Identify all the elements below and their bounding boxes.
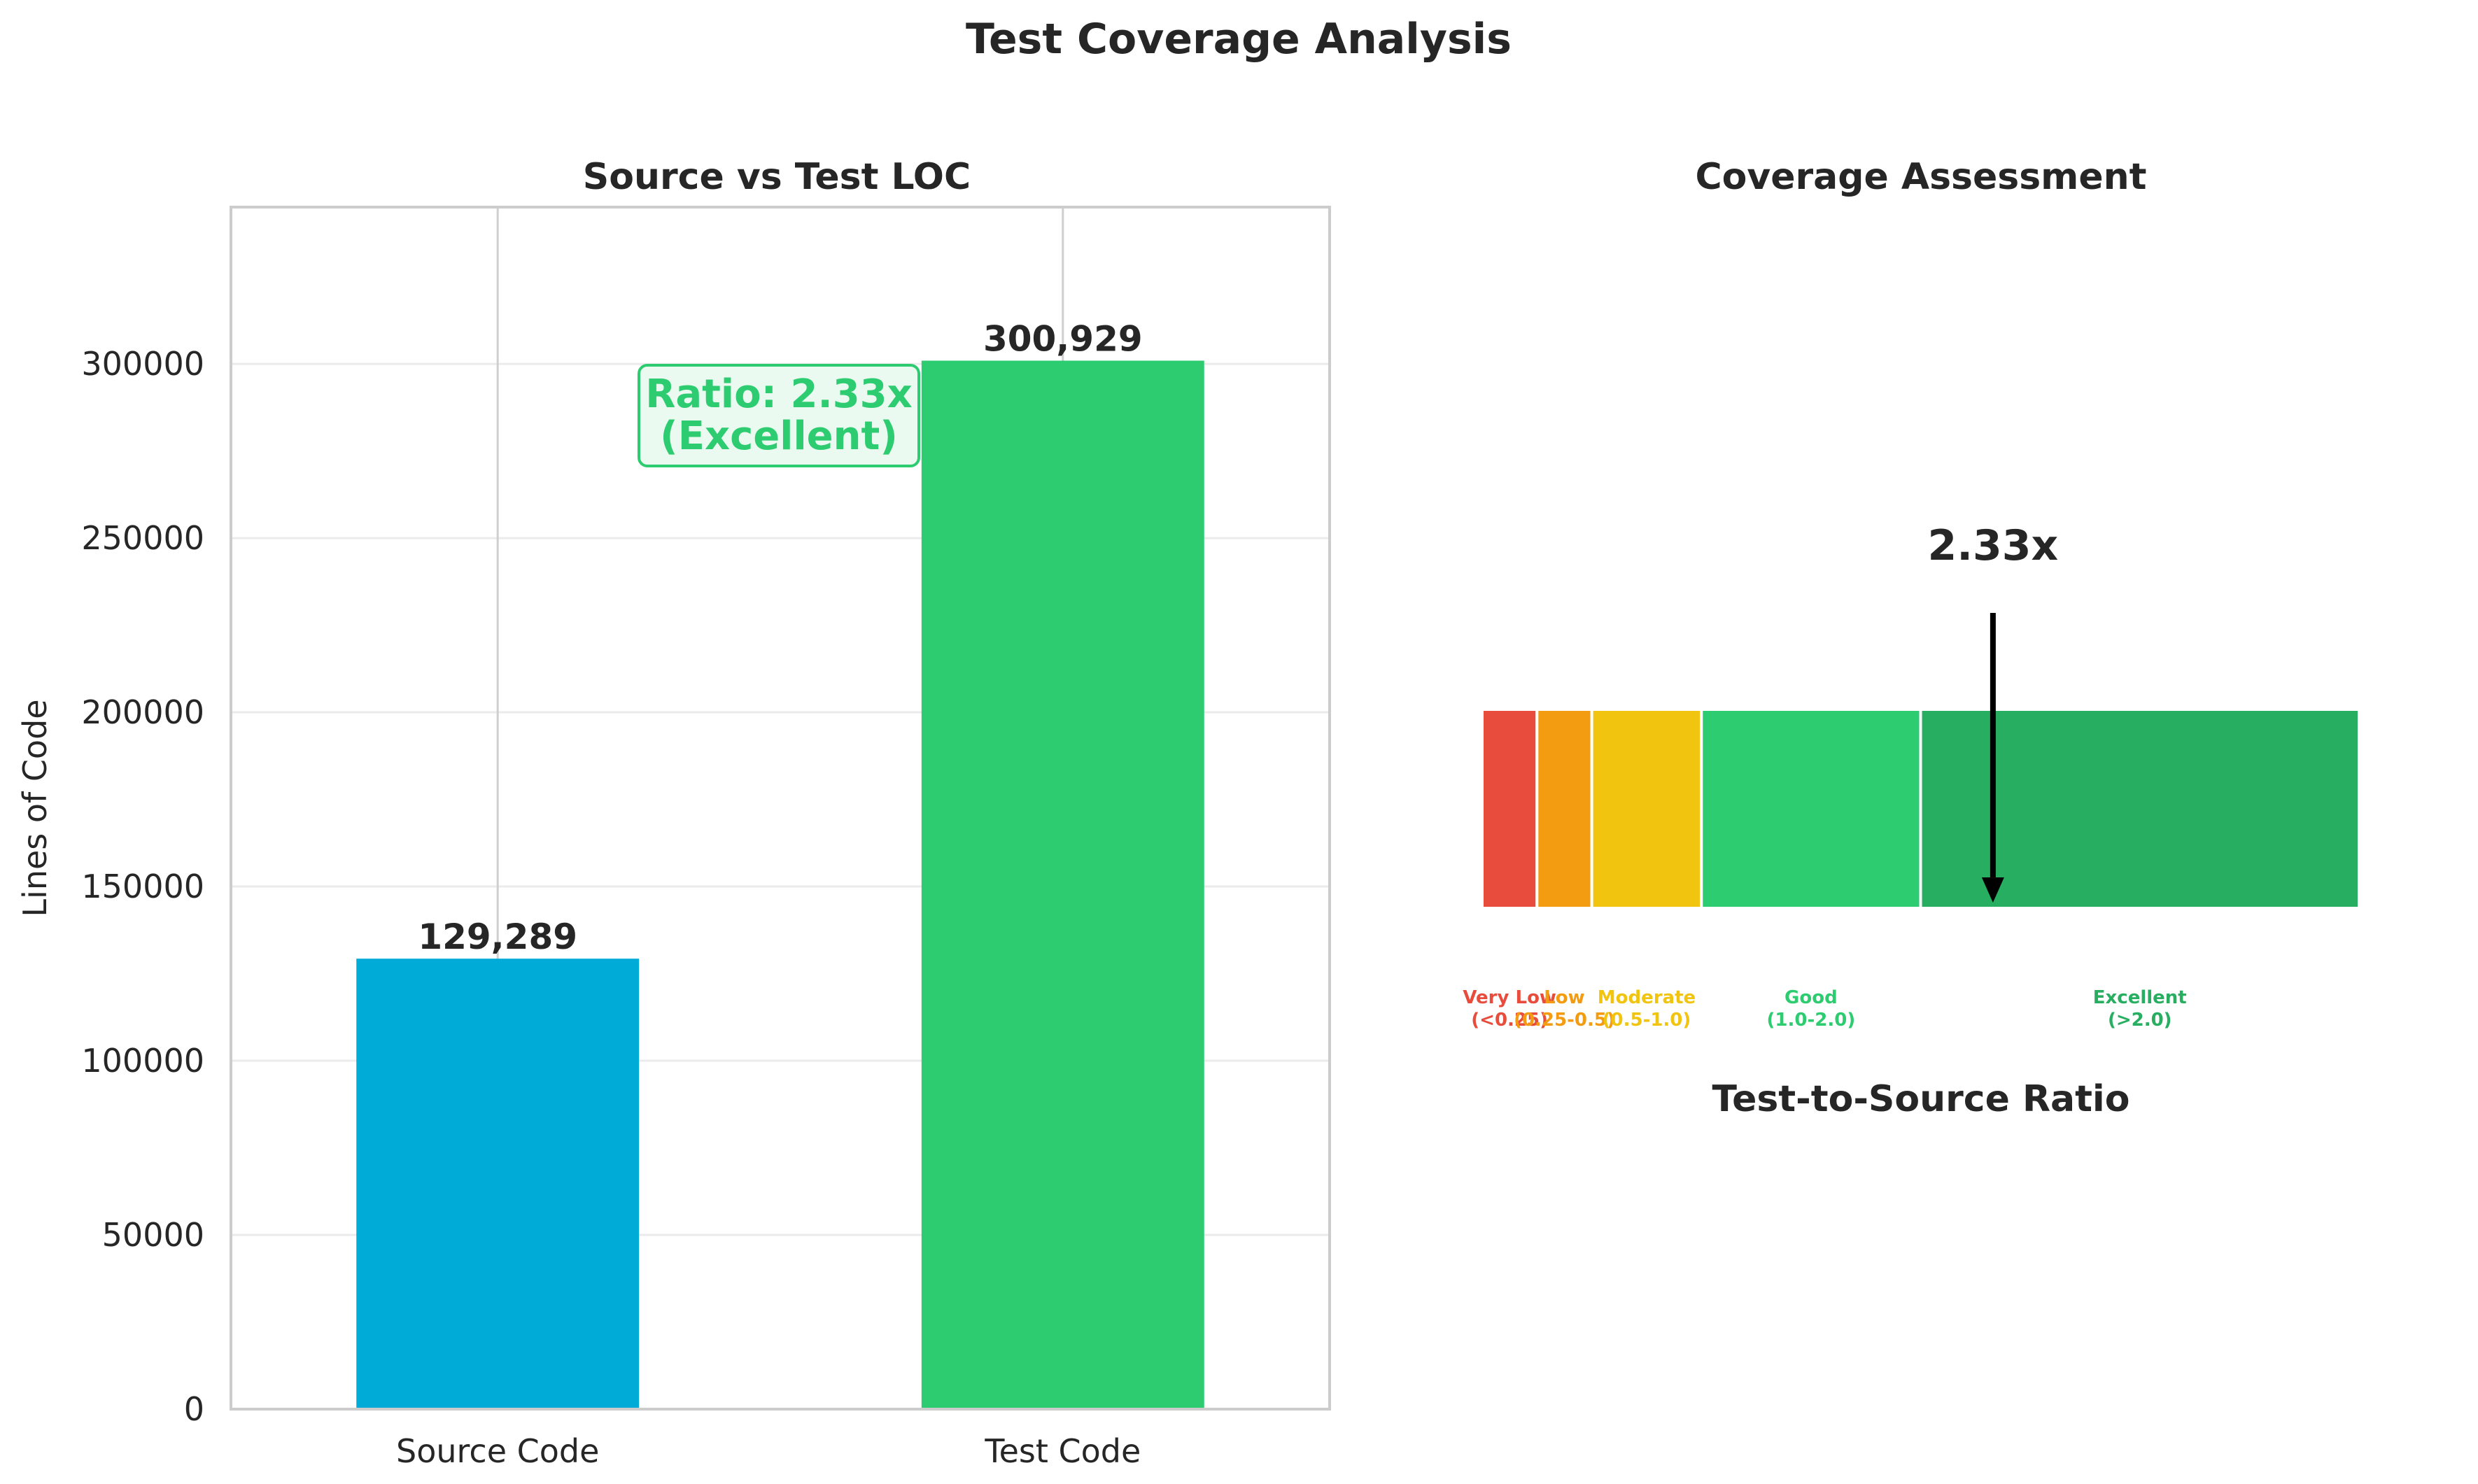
bars (356, 360, 1204, 1409)
band-name-label: Excellent (2093, 987, 2187, 1008)
band-name-label: Moderate (1598, 987, 1696, 1008)
coverage-gauge: Coverage Assessment Very Low(<0.25)Low(0… (1463, 156, 2359, 1120)
bar-source-code (356, 959, 639, 1409)
y-tick-label: 200000 (81, 693, 204, 731)
gauge-band-low (1537, 709, 1591, 908)
marker-value-label: 2.33x (1927, 521, 2058, 570)
y-axis-ticks: 0 50000 100000 150000 200000 250000 300000 (81, 345, 204, 1428)
x-tick-label: Source Code (396, 1432, 599, 1470)
bar-chart-title: Source vs Test LOC (583, 156, 971, 198)
x-tick-label: Test Code (984, 1432, 1141, 1470)
gauge-band-good (1701, 709, 1920, 908)
bar-test-code (922, 360, 1204, 1409)
band-range-label: (>2.0) (2108, 1010, 2172, 1031)
band-range-label: (0.5-1.0) (1603, 1010, 1691, 1031)
ratio-annotation-line-2: (Excellent) (660, 414, 898, 459)
y-tick-label: 300000 (81, 345, 204, 383)
loc-bar-chart: Source vs Test LOC 0 50000 100000 150000 200… (16, 156, 1330, 1470)
y-axis-label: Lines of Code (16, 699, 54, 917)
band-range-label: (0.25-0.5) (1514, 1010, 1615, 1031)
gauge-bands (1482, 709, 2359, 908)
figure-title: Test Coverage Analysis (966, 15, 1512, 64)
band-name-label: Low (1544, 987, 1584, 1008)
band-name-label: Good (1784, 987, 1838, 1008)
y-tick-label: 250000 (81, 519, 204, 557)
gauge-title: Coverage Assessment (1695, 156, 2146, 198)
bar-value-label: 129,289 (418, 917, 577, 957)
gauge-band-moderate (1592, 709, 1702, 908)
bar-value-label: 300,929 (983, 318, 1143, 359)
ratio-annotation-line-1: Ratio: 2.33x (645, 372, 913, 417)
x-axis-ticks: Source Code Test Code (396, 1432, 1141, 1470)
gauge-band-labels: Very Low(<0.25)Low(0.25-0.5)Moderate(0.5… (1463, 987, 2186, 1031)
gauge-x-axis-label: Test-to-Source Ratio (1712, 1078, 2130, 1120)
y-tick-label: 0 (184, 1390, 204, 1428)
y-tick-label: 100000 (81, 1042, 204, 1080)
gauge-band-very-low (1482, 709, 1537, 908)
ratio-annotation: Ratio: 2.33x (Excellent) (639, 365, 919, 466)
y-tick-label: 50000 (102, 1216, 204, 1254)
band-range-label: (1.0-2.0) (1767, 1010, 1856, 1031)
band-name-label: Very Low (1463, 987, 1556, 1008)
y-tick-label: 150000 (81, 868, 204, 905)
